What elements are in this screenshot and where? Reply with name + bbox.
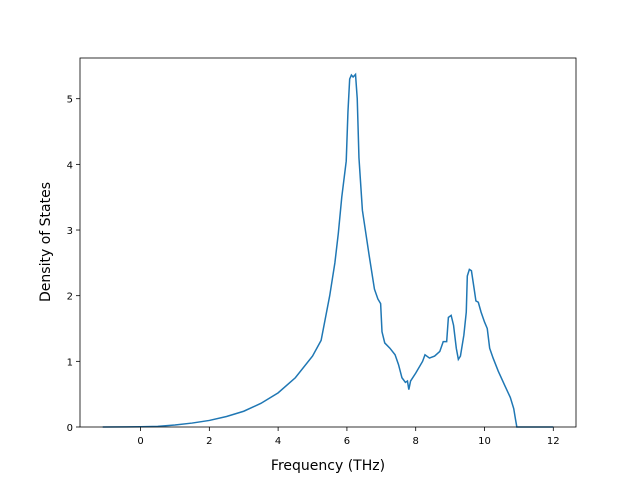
x-tick-label: 10: [478, 436, 491, 447]
y-tick-label: 5: [67, 95, 73, 106]
x-tick-label: 12: [547, 436, 560, 447]
line: [102, 72, 554, 428]
x-tick-label: 6: [344, 436, 350, 447]
x-tick-label: 8: [413, 436, 419, 447]
y-tick-label: 2: [67, 292, 73, 303]
y-tick-label: 4: [67, 160, 73, 171]
x-tick-label: 2: [206, 436, 212, 447]
y-tick-label: 1: [67, 357, 73, 368]
y-tick-label: 0: [67, 423, 73, 434]
y-tick-label: 3: [67, 226, 73, 237]
y-axis-label: Density of States: [38, 182, 54, 302]
x-tick-label: 0: [137, 436, 143, 447]
axes-frame: [79, 57, 577, 428]
x-tick-label: 4: [275, 436, 281, 447]
x-axis-label: Frequency (THz): [271, 458, 385, 474]
